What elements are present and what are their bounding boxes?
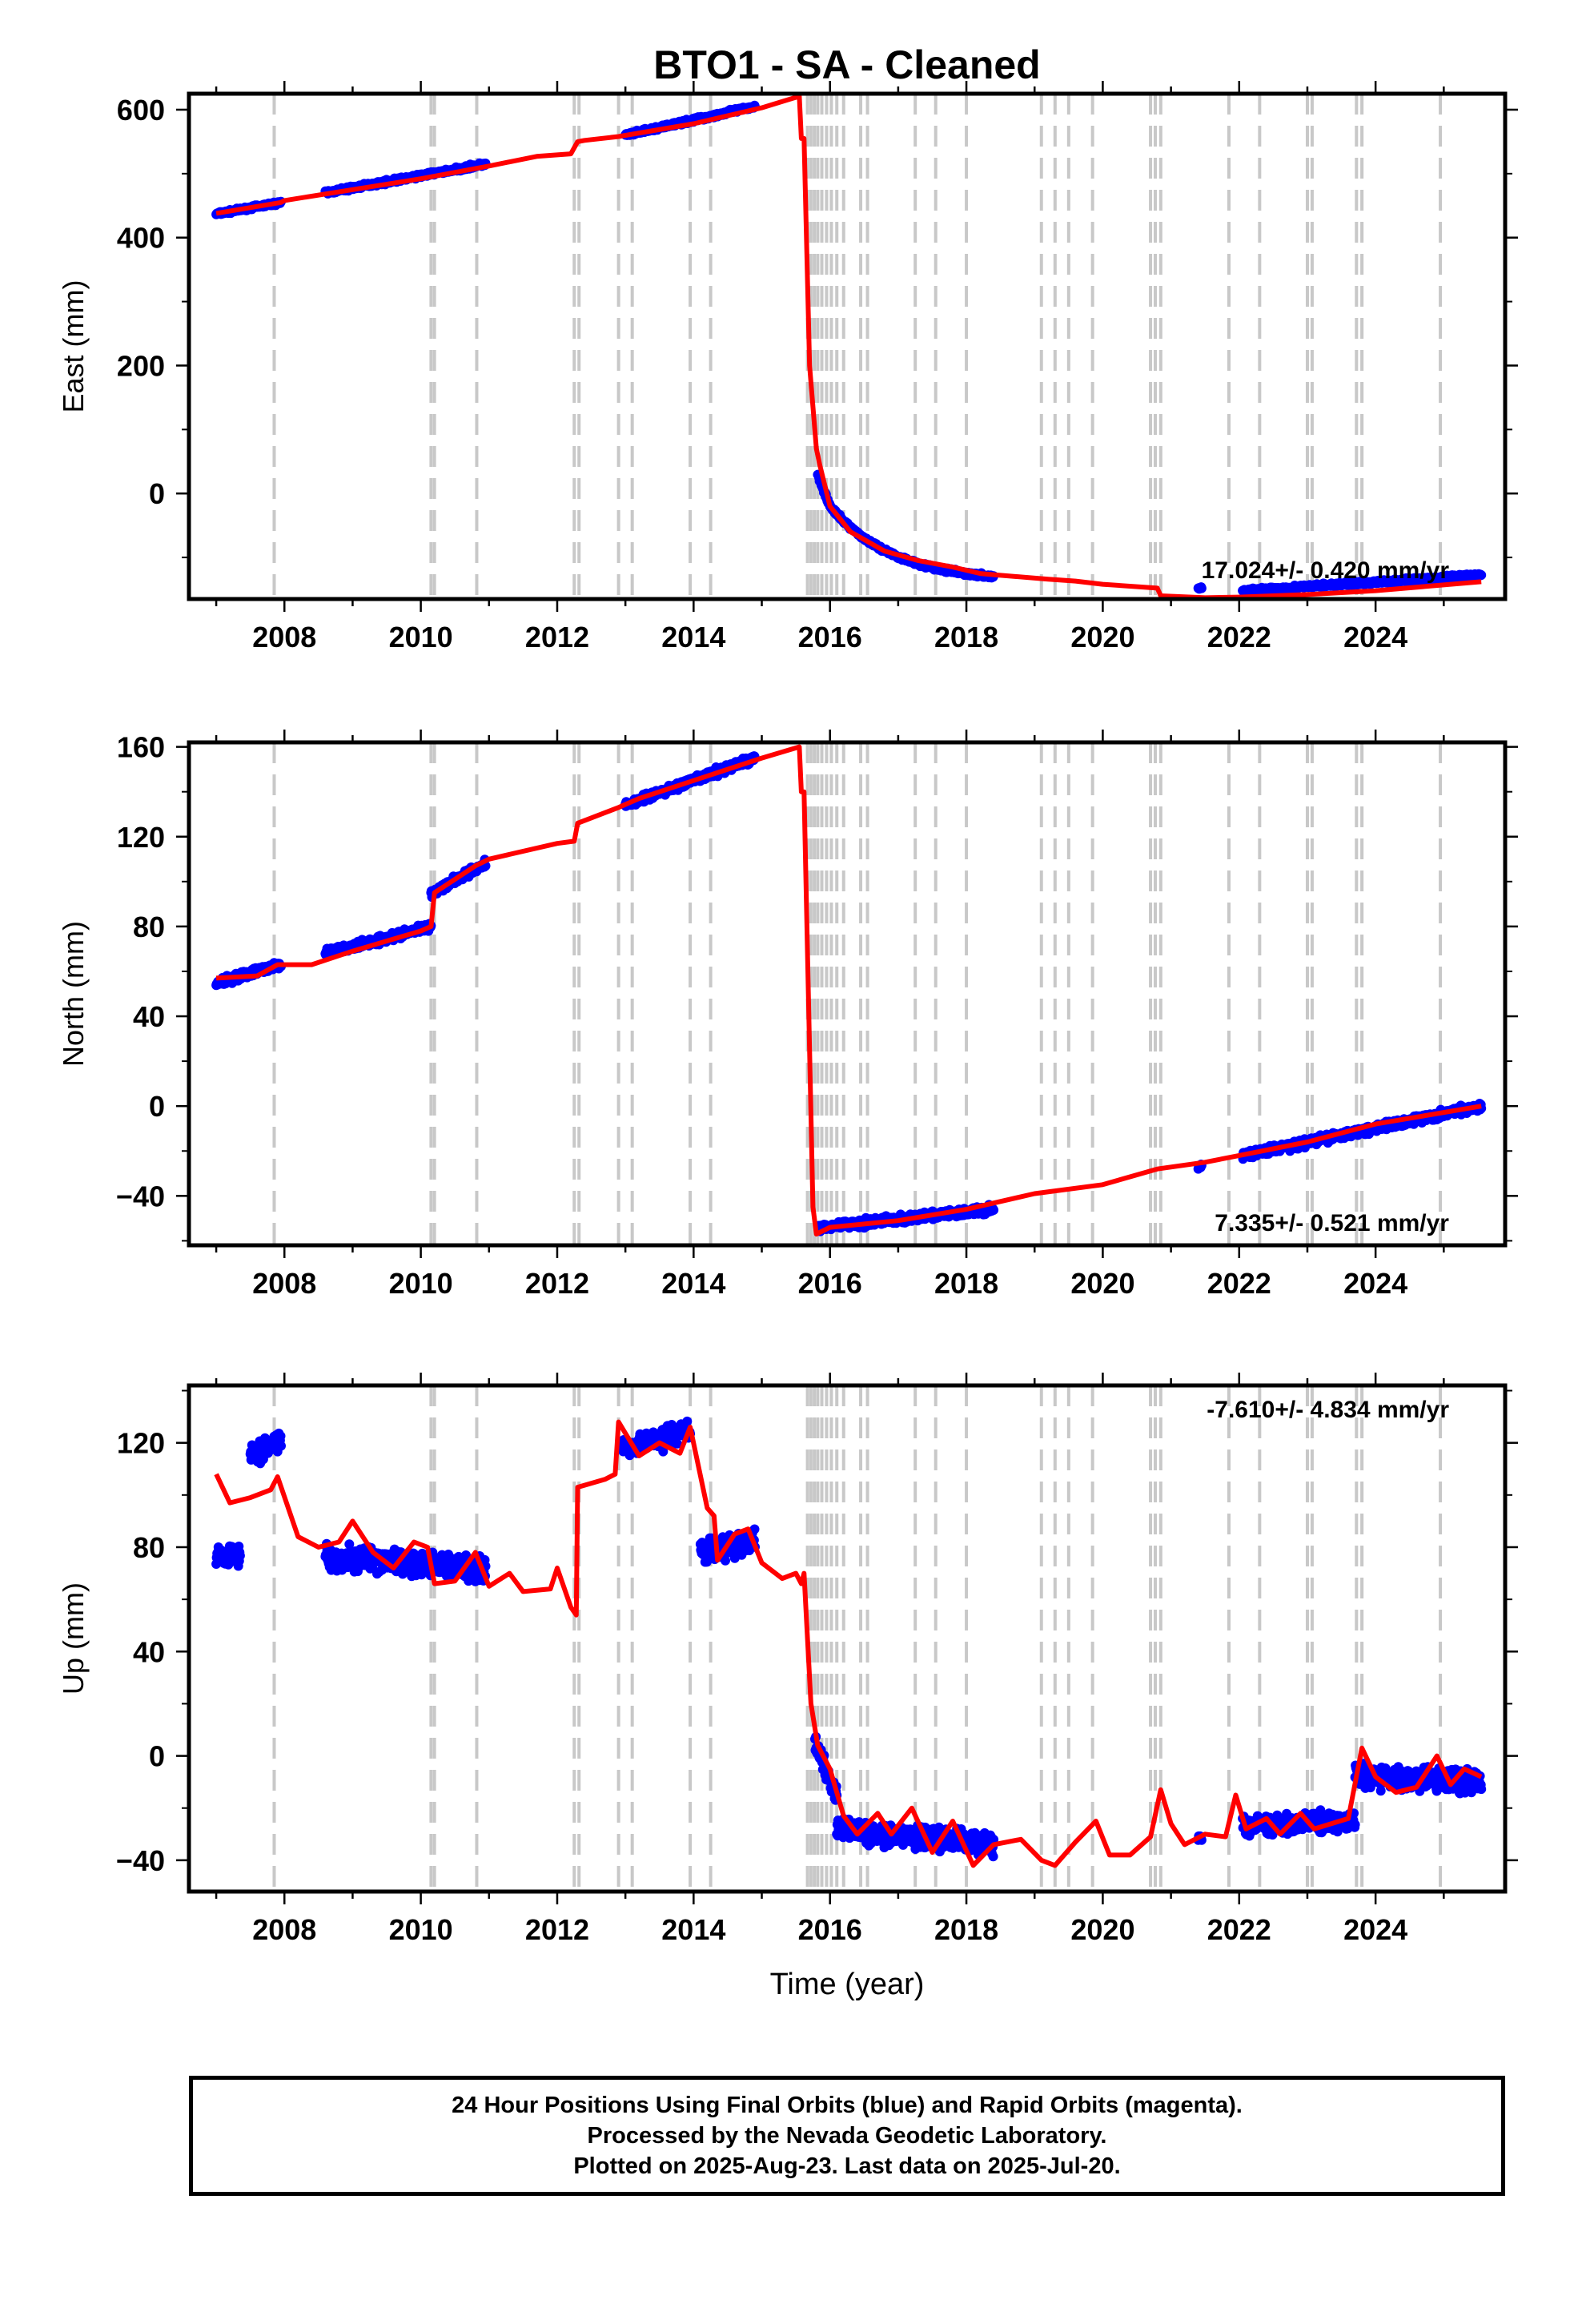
figure-title: BTO1 - SA - Cleaned [653, 42, 1040, 87]
data-point [344, 1539, 355, 1550]
y-tick-label: 80 [133, 911, 165, 943]
x-tick-label: 2024 [1343, 621, 1407, 653]
data-point [235, 1550, 245, 1561]
x-tick-label: 2014 [661, 1267, 725, 1300]
y-tick-label: 40 [133, 1000, 165, 1033]
data-point [673, 1438, 682, 1449]
x-tick-label: 2016 [798, 621, 862, 653]
y-tick-label: 0 [149, 477, 165, 510]
y-tick-label: 400 [117, 222, 165, 255]
y-tick-label: −40 [116, 1180, 165, 1212]
x-tick-label: 2012 [525, 621, 589, 653]
panel-north: 2008 2010 2012 2014 2016 2018 2020 2022 2024 −40 0… [57, 730, 1518, 1300]
data-point [989, 1205, 999, 1215]
data-point [721, 1555, 730, 1566]
plot-area-east [211, 94, 1487, 599]
x-tick-label: 2012 [525, 1267, 589, 1300]
data-point [1476, 570, 1487, 581]
x-tick-label: 2020 [1070, 621, 1134, 653]
data-point [682, 1416, 693, 1426]
x-tick-label: 2008 [252, 1267, 316, 1300]
x-tick-label: 2022 [1207, 1267, 1271, 1300]
y-tick-label: 160 [117, 731, 165, 764]
x-tick-label: 2016 [798, 1267, 862, 1300]
data-points-up [211, 1416, 1487, 1862]
x-tick-label: 2020 [1070, 1267, 1134, 1300]
data-point [275, 1431, 286, 1441]
data-point [1196, 583, 1207, 593]
model-line-east [215, 94, 1482, 599]
y-tick-label: 600 [117, 94, 165, 127]
x-tick-label: 2014 [661, 621, 725, 653]
data-point [749, 1524, 760, 1534]
y-axis-label-north: North (mm) [57, 921, 90, 1067]
x-tick-label: 2022 [1207, 621, 1271, 653]
axes-frame-north [187, 740, 1508, 1248]
data-point [276, 1441, 286, 1451]
x-tick-label: 2024 [1343, 1267, 1407, 1300]
plot-area-up [211, 1385, 1487, 1892]
x-tick-label: 2008 [252, 621, 316, 653]
model-line-north [215, 744, 1482, 1236]
y-tick-label: 200 [117, 349, 165, 382]
data-point [658, 1446, 669, 1457]
axes-frame-east [187, 91, 1508, 601]
data-points-north [211, 751, 1487, 1236]
plot-area-north [211, 742, 1487, 1245]
x-tick-label: 2018 [934, 1267, 998, 1300]
panels: 2008 2010 2012 2014 2016 2018 2020 2022 2024 0 200… [57, 81, 1518, 1946]
y-tick-label: 120 [117, 821, 165, 854]
velocity-annotation-north: 7.335+/- 0.521 mm/yr [1215, 1210, 1449, 1236]
x-tick-label: 2010 [389, 621, 453, 653]
x-tick-label: 2018 [934, 621, 998, 653]
velocity-annotation-east: 17.024+/- 0.420 mm/yr [1202, 557, 1450, 584]
panel-up: 2008 2010 2012 2014 2016 2018 2020 2022 2024−400… [57, 1373, 1518, 1946]
panel-east: 2008 2010 2012 2014 2016 2018 2020 2022 2024 0 200… [57, 81, 1518, 653]
y-axis-label-east: East (mm) [57, 280, 90, 413]
x-tick-label: 2010 [389, 1267, 453, 1300]
y-tick-label: 0 [149, 1090, 165, 1123]
data-points-east [211, 100, 1487, 597]
